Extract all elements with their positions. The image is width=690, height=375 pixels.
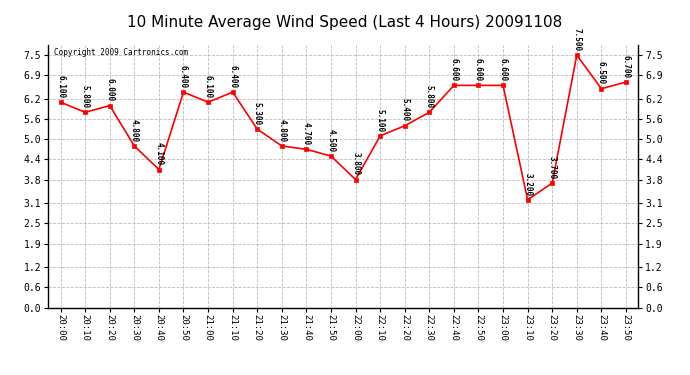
Text: 10 Minute Average Wind Speed (Last 4 Hours) 20091108: 10 Minute Average Wind Speed (Last 4 Hou… xyxy=(128,15,562,30)
Text: 6.600: 6.600 xyxy=(474,58,483,81)
Text: 5.400: 5.400 xyxy=(400,99,409,122)
Text: 4.800: 4.800 xyxy=(277,118,286,142)
Text: 4.700: 4.700 xyxy=(302,122,311,145)
Text: 5.800: 5.800 xyxy=(425,85,434,108)
Text: 4.500: 4.500 xyxy=(326,129,335,152)
Text: 6.400: 6.400 xyxy=(228,65,237,88)
Text: 4.800: 4.800 xyxy=(130,118,139,142)
Text: 3.200: 3.200 xyxy=(523,172,532,196)
Text: 3.700: 3.700 xyxy=(548,156,557,179)
Text: 6.600: 6.600 xyxy=(499,58,508,81)
Text: 6.100: 6.100 xyxy=(56,75,65,98)
Text: 3.800: 3.800 xyxy=(351,152,360,176)
Text: 6.100: 6.100 xyxy=(204,75,213,98)
Text: 7.500: 7.500 xyxy=(572,28,581,51)
Text: 6.400: 6.400 xyxy=(179,65,188,88)
Text: 5.100: 5.100 xyxy=(375,109,384,132)
Text: 6.700: 6.700 xyxy=(622,55,631,78)
Text: 6.500: 6.500 xyxy=(597,62,606,85)
Text: Copyright 2009 Cartronics.com: Copyright 2009 Cartronics.com xyxy=(55,48,188,57)
Text: 5.800: 5.800 xyxy=(81,85,90,108)
Text: 5.300: 5.300 xyxy=(253,102,262,125)
Text: 6.000: 6.000 xyxy=(106,78,115,101)
Text: 6.600: 6.600 xyxy=(449,58,458,81)
Text: 4.100: 4.100 xyxy=(155,142,164,165)
